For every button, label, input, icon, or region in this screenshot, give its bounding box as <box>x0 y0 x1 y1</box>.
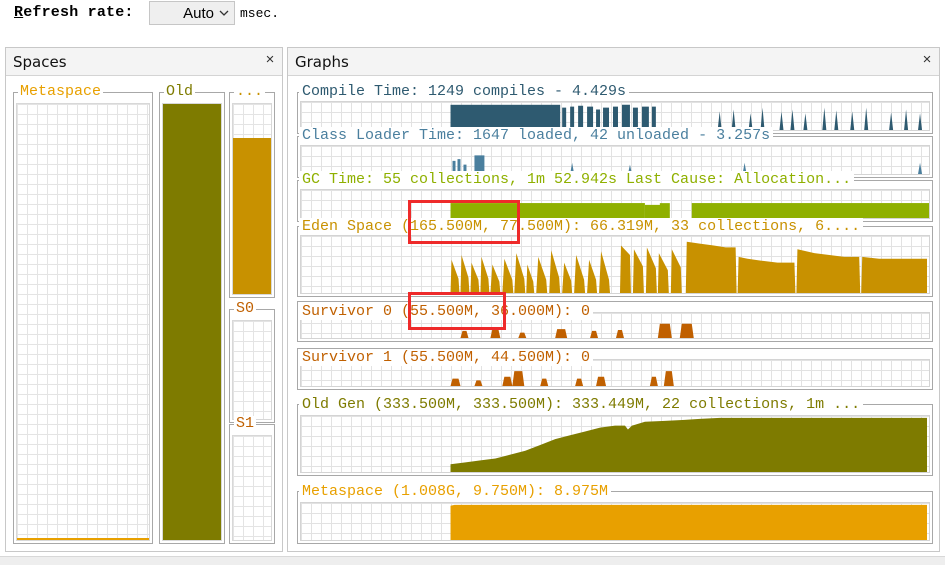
eden-sawtooth-b <box>619 245 682 293</box>
graph-svg-survivor1 <box>450 371 674 386</box>
survivor1-bumps <box>450 371 674 386</box>
gc-bar-a <box>450 203 645 218</box>
compile-spikes-a <box>562 104 656 130</box>
space-box-old: Old <box>159 84 225 544</box>
graph-title-metaspace: Metaspace (1.008G, 9.750M): 8.975M <box>299 483 612 500</box>
refresh-rate-select[interactable]: Auto <box>149 1 235 25</box>
graph-frame-metaspace <box>297 491 933 544</box>
graph-svg-eden <box>450 241 928 293</box>
graph-title-oldgen: Old Gen (333.500M, 333.500M): 333.449M, … <box>299 396 864 413</box>
space-label-s1: S1 <box>234 415 257 432</box>
spaces-panel: Spaces × Metaspace Old ... S0 S1 <box>5 47 283 552</box>
graph-title-eden: Eden Space (165.500M, 77.500M): 66.319M,… <box>299 218 864 235</box>
chevron-down-icon <box>219 10 229 16</box>
graphs-panel-title: Graphs <box>295 53 349 71</box>
space-label-metaspace: Metaspace <box>18 83 104 100</box>
graph-frame-eden <box>297 226 933 297</box>
refresh-rate-unit: msec. <box>240 6 280 21</box>
graph-svg-classloader <box>452 155 923 174</box>
refresh-rate-mnemonic: R <box>14 4 24 21</box>
graph-plot-gc <box>300 189 930 219</box>
eden-sawtooth-a <box>450 250 611 293</box>
graph-svg-compile <box>450 104 923 130</box>
space-grid-s0 <box>232 320 272 420</box>
graph-title-survivor1: Survivor 1 (55.500M, 44.500M): 0 <box>299 349 594 366</box>
space-fill-old <box>163 104 221 540</box>
eden-large-cycles <box>685 241 928 293</box>
graph-plot-compile <box>300 101 930 131</box>
space-grid-eden <box>232 103 272 295</box>
space-grid-metaspace <box>16 103 150 541</box>
graph-title-compile: Compile Time: 1249 compiles - 4.429s <box>299 83 630 100</box>
status-strip <box>0 556 945 565</box>
graph-frame-compile <box>297 92 933 134</box>
spaces-panel-header: Spaces × <box>6 48 282 76</box>
graph-plot-oldgen <box>300 415 930 473</box>
toolbar: Refresh rate: Auto msec. <box>0 0 945 30</box>
compile-bar <box>450 104 561 130</box>
gc-bar-b <box>691 203 929 218</box>
metaspace-area <box>450 504 928 540</box>
space-fill-eden <box>233 138 271 294</box>
close-icon[interactable]: × <box>922 51 932 68</box>
space-box-metaspace: Metaspace <box>13 84 153 544</box>
close-icon[interactable]: × <box>265 51 275 68</box>
graph-frame-oldgen <box>297 404 933 476</box>
spaces-panel-title: Spaces <box>13 53 67 71</box>
survivor0-bumps <box>460 323 694 338</box>
gc-step <box>644 203 670 218</box>
graph-title-classloader: Class Loader Time: 1647 loaded, 42 unloa… <box>299 127 774 144</box>
oldgen-area <box>450 417 928 472</box>
space-box-s0: S0 <box>229 301 275 423</box>
graphs-panel-header: Graphs × <box>288 48 939 76</box>
space-label-eden: ... <box>234 83 266 100</box>
space-label-s0: S0 <box>234 300 257 317</box>
graph-title-gc: GC Time: 55 collections, 1m 52.942s Last… <box>299 171 855 188</box>
graph-svg-gc <box>450 203 929 218</box>
space-grid-old <box>162 103 222 541</box>
highlight-survivor0-max <box>408 292 506 330</box>
graph-svg-survivor0 <box>460 323 694 338</box>
graph-title-survivor0: Survivor 0 (55.500M, 36.000M): 0 <box>299 303 594 320</box>
refresh-rate-value: Auto <box>183 5 214 22</box>
graph-plot-eden <box>300 235 930 294</box>
space-grid-s1 <box>232 435 272 541</box>
graph-svg-oldgen <box>450 417 928 472</box>
space-box-eden: ... <box>229 84 275 298</box>
space-label-old: Old <box>164 83 196 100</box>
graph-svg-metaspace <box>450 504 928 540</box>
graph-plot-metaspace <box>300 502 930 541</box>
highlight-eden-max <box>408 200 520 244</box>
space-box-s1: S1 <box>229 416 275 544</box>
refresh-rate-label: Refresh rate: <box>14 4 134 21</box>
graphs-panel: Graphs × Compile Time: 1249 compiles - 4… <box>287 47 940 552</box>
space-fill-metaspace <box>17 538 149 540</box>
